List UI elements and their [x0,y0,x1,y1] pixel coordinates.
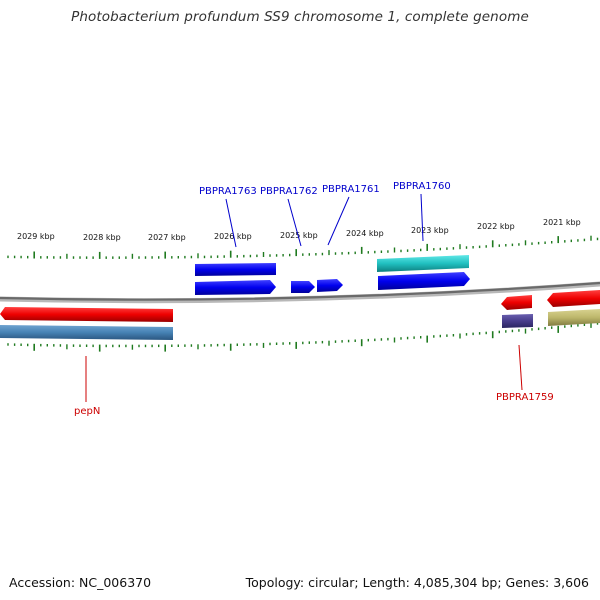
tick-label-2023: 2023 kbp [411,226,449,235]
tick-label-2022: 2022 kbp [477,222,515,231]
leader-PBPRA1760 [420,193,424,242]
label-PBPRA1762[interactable]: PBPRA1762 [260,186,318,197]
gene-PBPRA1761[interactable] [317,279,343,292]
leader-PBPRA1762 [287,198,302,247]
ruler-labels: 2029 kbp 2028 kbp 2027 kbp 2026 kbp 2025… [17,218,581,242]
gene-pepN[interactable] [0,307,173,322]
label-PBPRA1761[interactable]: PBPRA1761 [322,184,380,195]
tick-label-2029: 2029 kbp [17,232,55,241]
leader-PBPRA1763 [225,198,237,248]
gene-PBPRA1760-feature[interactable] [377,255,469,272]
tick-label-2028: 2028 kbp [83,233,121,242]
tick-ring-upper [7,235,599,259]
gene-PBPRA1758-feature[interactable] [548,309,600,326]
label-leaders [85,193,523,402]
label-pepN[interactable]: pepN [74,406,100,417]
tick-ring-lower [7,322,599,352]
label-PBPRA1763[interactable]: PBPRA1763 [199,186,257,197]
map-title: Photobacterium profundum SS9 chromosome … [71,9,529,25]
gene-PBPRA1760[interactable] [378,272,470,290]
gene-PBPRA1759[interactable] [501,295,532,310]
gene-PBPRA1763-upper[interactable] [195,263,276,276]
tick-label-2024: 2024 kbp [346,229,384,238]
leader-PBPRA1761 [327,196,350,246]
gene-PBPRA1762[interactable] [291,281,315,293]
tick-label-2025: 2025 kbp [280,231,318,240]
gene-PBPRA1759-feature[interactable] [502,314,533,328]
label-PBPRA1760[interactable]: PBPRA1760 [393,181,451,192]
gene-PBPRA1758[interactable] [547,290,600,307]
tick-label-2026: 2026 kbp [214,232,252,241]
tick-label-2027: 2027 kbp [148,233,186,242]
topology-text: Topology: circular; Length: 4,085,304 bp… [245,575,589,590]
leader-PBPRA1759 [518,344,523,391]
tick-label-2021: 2021 kbp [543,218,581,227]
gene-PBPRA1763[interactable] [195,280,276,295]
label-PBPRA1759[interactable]: PBPRA1759 [496,392,554,403]
gene-labels: PBPRA1763 PBPRA1762 PBPRA1761 PBPRA1760 … [74,181,554,417]
forward-genes [195,255,470,295]
gene-pepN-feature[interactable] [0,325,173,340]
reverse-genes [0,290,600,340]
accession-text: Accession: NC_006370 [9,575,152,590]
